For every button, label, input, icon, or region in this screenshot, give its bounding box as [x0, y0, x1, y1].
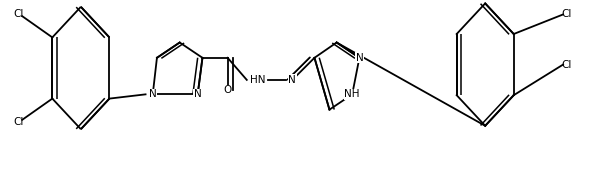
Text: N: N: [356, 53, 363, 63]
Text: HN: HN: [250, 75, 265, 85]
Text: Cl: Cl: [562, 60, 572, 70]
Text: N: N: [149, 89, 156, 99]
Text: Cl: Cl: [13, 9, 23, 19]
Text: NH: NH: [344, 89, 360, 99]
Text: O: O: [223, 85, 232, 95]
Text: N: N: [194, 89, 201, 99]
Text: Cl: Cl: [13, 117, 23, 127]
Text: N: N: [289, 75, 296, 85]
Text: Cl: Cl: [562, 9, 572, 19]
